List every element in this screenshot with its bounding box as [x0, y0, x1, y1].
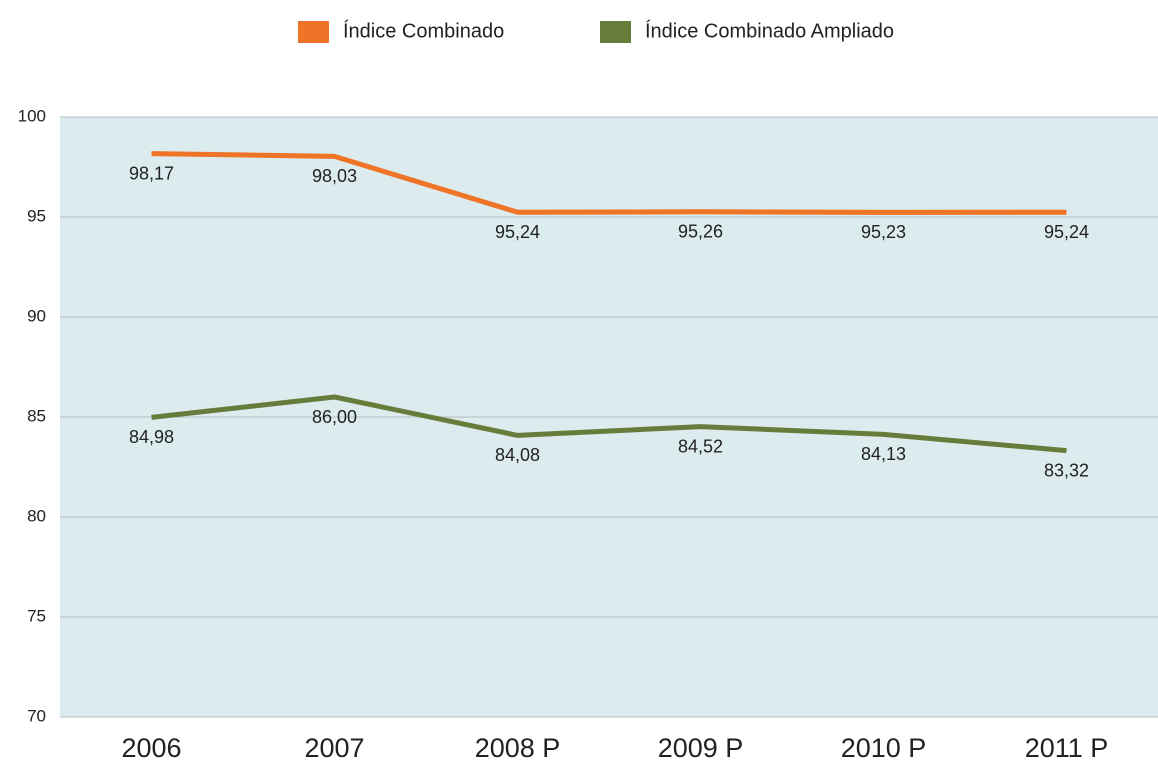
- data-label: 86,00: [312, 407, 357, 427]
- data-label: 95,26: [678, 222, 723, 242]
- data-label: 98,03: [312, 166, 357, 186]
- data-label: 84,13: [861, 444, 906, 464]
- data-label: 84,98: [129, 427, 174, 447]
- y-tick-label: 85: [27, 406, 46, 425]
- legend-swatch: [298, 21, 329, 43]
- y-tick-label: 100: [18, 106, 46, 125]
- y-tick-label: 70: [27, 706, 46, 725]
- legend-label: Índice Combinado: [343, 19, 504, 42]
- data-label: 83,32: [1044, 460, 1089, 480]
- data-label: 95,24: [1044, 222, 1089, 242]
- y-tick-label: 90: [27, 306, 46, 325]
- line: [151, 394, 1067, 454]
- y-tick-label: 75: [27, 606, 46, 625]
- y-tick-label: 95: [27, 206, 46, 225]
- x-tick-label: 2007: [304, 733, 364, 763]
- data-label: 84,52: [678, 436, 723, 456]
- x-tick-label: 2010 P: [841, 733, 927, 763]
- legend-label: Índice Combinado Ampliado: [645, 19, 894, 42]
- x-tick-label: 2011 P: [1025, 733, 1109, 763]
- y-tick-label: 80: [27, 506, 46, 525]
- data-label: 95,23: [861, 222, 906, 242]
- data-label: 98,17: [129, 163, 174, 183]
- legend-swatch: [600, 21, 631, 43]
- x-tick-label: 2008 P: [475, 733, 561, 763]
- x-tick-label: 2009 P: [658, 733, 744, 763]
- line: [151, 151, 1067, 215]
- data-label: 95,24: [495, 222, 540, 242]
- x-tick-label: 2006: [121, 733, 181, 763]
- data-label: 84,08: [495, 445, 540, 465]
